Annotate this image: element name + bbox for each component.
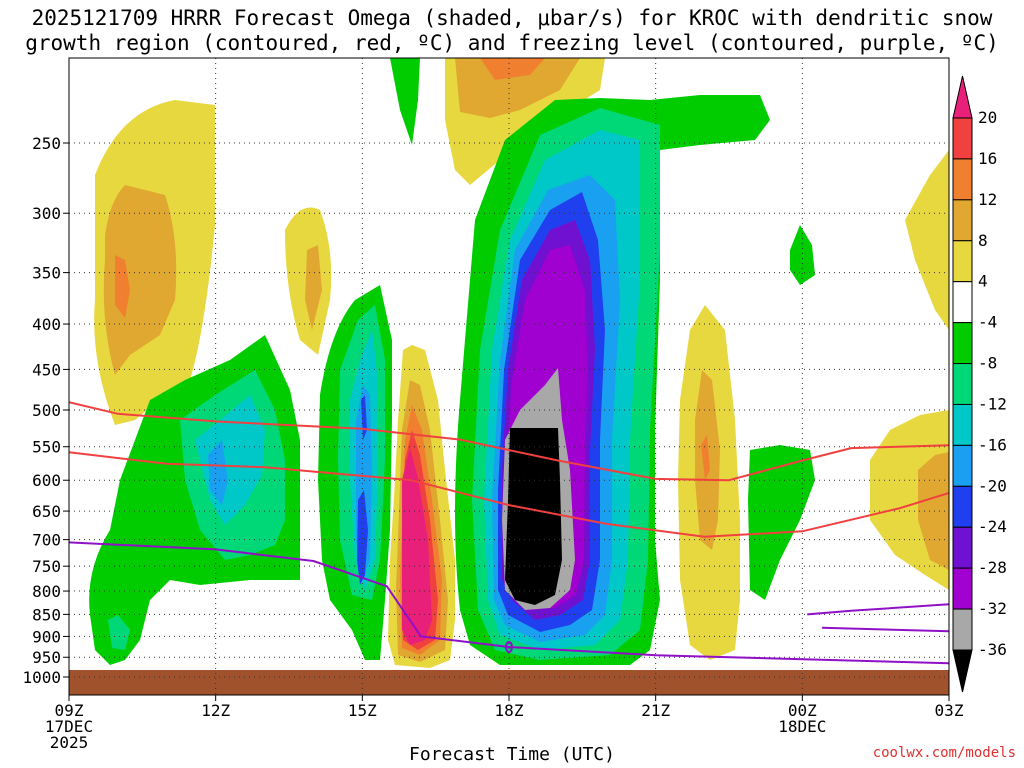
y-tick-label: 800	[32, 582, 61, 601]
omega-pos8-midleft	[305, 245, 322, 330]
omega-shading	[69, 58, 949, 695]
colorbar: 20 16 12 8 4 -4 -8 -12 -16 -20 -24 -28 -32 -36	[952, 75, 1007, 693]
colorbar-label: -32	[978, 599, 1007, 618]
y-tick-label: 450	[32, 360, 61, 379]
x-tick-label: 03Z	[935, 701, 964, 720]
x-tick-sublabel: 17DEC	[45, 717, 93, 736]
y-axis: 250 300 350 400 450 500 550 600 650 700 750 800 850 9…	[22, 134, 69, 687]
y-tick-label: 850	[32, 605, 61, 624]
colorbar-swatch	[952, 240, 973, 283]
colorbar-label: -28	[978, 558, 1007, 577]
y-tick-label: 700	[32, 531, 61, 550]
colorbar-bottom-arrow	[952, 649, 973, 693]
omega-pos-right-upper	[905, 150, 949, 330]
colorbar-label: -12	[978, 394, 1007, 413]
colorbar-label: 8	[978, 231, 988, 250]
colorbar-label: 4	[978, 272, 988, 291]
x-axis-label: Forecast Time (UTC)	[409, 744, 615, 765]
omega-pos8-region-left-upper	[103, 185, 177, 375]
colorbar-label: -4	[978, 313, 997, 332]
colorbar-swatch	[952, 199, 973, 242]
colorbar-swatch	[952, 444, 973, 487]
colorbar-swatch	[952, 608, 973, 651]
y-tick-label: 1000	[22, 668, 61, 687]
y-tick-label: 250	[32, 134, 61, 153]
omega-pos8-top-center	[455, 58, 580, 118]
colorbar-swatch	[952, 281, 973, 324]
colorbar-swatch	[952, 567, 973, 610]
y-tick-label: 350	[32, 264, 61, 283]
freezing-level-loop	[505, 640, 513, 653]
dgz-top-contour	[69, 401, 949, 482]
omega-neg20-15z	[357, 490, 368, 585]
colorbar-label: -36	[978, 640, 1007, 659]
omega-neg-small-right	[790, 225, 815, 285]
freezing-level-upper-contour	[807, 603, 949, 616]
chart-title: 2025121709 HRRR Forecast Omega (shaded, …	[0, 6, 1024, 56]
omega-neg-23z	[748, 445, 815, 600]
title-line-1: 2025121709 HRRR Forecast Omega (shaded, …	[31, 6, 993, 30]
y-tick-label: 750	[32, 557, 61, 576]
x-tick-label: 12Z	[201, 701, 230, 720]
colorbar-label: -16	[978, 435, 1007, 454]
y-tick-label: 550	[32, 438, 61, 457]
y-tick-label: 950	[32, 648, 61, 667]
dgz-bottom-contour	[69, 451, 949, 538]
colorbar-swatch	[952, 485, 973, 528]
x-tick-label: 15Z	[348, 701, 377, 720]
y-tick-label: 300	[32, 204, 61, 223]
omega-neg36-18z	[505, 428, 562, 605]
x-tick-sublabel: 18DEC	[778, 717, 826, 736]
colorbar-swatch	[952, 158, 973, 201]
ground-strip	[69, 670, 949, 695]
colorbar-swatch	[952, 526, 973, 569]
colorbar-swatch	[952, 117, 973, 160]
colorbar-label: -20	[978, 476, 1007, 495]
colorbar-label: -8	[978, 354, 997, 373]
x-tick-label: 21Z	[641, 701, 670, 720]
credit-text: coolwx.com/models	[872, 745, 1016, 761]
omega-pos12-left-upper	[115, 255, 130, 318]
freezing-level-contour	[69, 541, 949, 665]
contour-lines	[69, 401, 949, 665]
y-tick-label: 900	[32, 627, 61, 646]
y-tick-label: 500	[32, 401, 61, 420]
colorbar-label: 16	[978, 149, 997, 168]
colorbar-label: 12	[978, 190, 997, 209]
y-tick-label: 650	[32, 502, 61, 521]
colorbar-swatch	[952, 363, 973, 405]
omega-pos20-16z	[402, 448, 432, 645]
freezing-level-tail-contour	[821, 626, 949, 633]
colorbar-swatch	[952, 403, 973, 446]
omega-neg8-left-low	[108, 615, 130, 650]
colorbar-top-arrow	[952, 75, 973, 119]
colorbar-label: 20	[978, 108, 997, 127]
y-tick-label: 400	[32, 315, 61, 334]
colorbar-swatch	[952, 322, 973, 365]
colorbar-label: -24	[978, 517, 1007, 536]
omega-pos12-top-center	[480, 58, 545, 80]
x-tick-label: 18Z	[495, 701, 524, 720]
x-tick-label: 00Z	[788, 701, 817, 720]
title-line-2: growth region (contoured, red, ºC) and f…	[25, 31, 999, 55]
y-tick-label: 600	[32, 471, 61, 490]
omega-pos8-right	[918, 452, 949, 570]
x-tick-sublabel: 2025	[50, 733, 89, 752]
x-tick-label: 09Z	[55, 701, 84, 720]
omega-neg16-left	[208, 440, 228, 505]
omega-pos12-22z	[701, 435, 710, 480]
omega-neg-small-top	[390, 58, 420, 145]
